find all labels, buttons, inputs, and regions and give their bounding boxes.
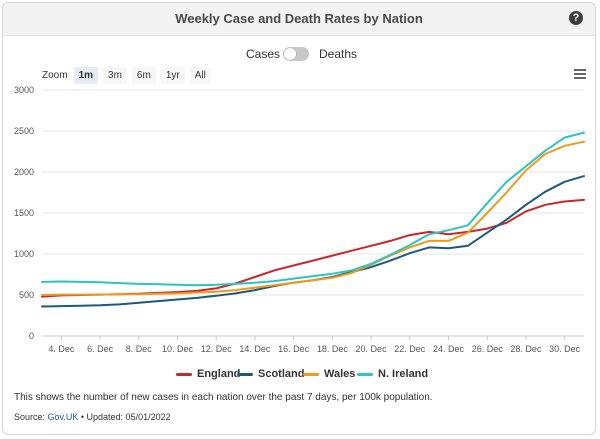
y-tick-label: 1000	[14, 249, 34, 259]
x-tick-label: 28. Dec	[510, 344, 542, 354]
zoom-controls: Zoom 1m 3m 6m 1yr All	[42, 66, 216, 84]
chart-legend: England Scotland Wales N. Ireland	[0, 368, 600, 384]
x-tick-label: 18. Dec	[317, 344, 349, 354]
y-tick-label: 2500	[14, 126, 34, 136]
zoom-1m-button[interactable]: 1m	[73, 66, 99, 84]
x-tick-label: 14. Dec	[239, 344, 271, 354]
x-tick-label: 26. Dec	[472, 344, 504, 354]
legend-swatch-england	[176, 372, 192, 376]
x-tick-label: 20. Dec	[356, 344, 388, 354]
hamburger-menu-icon[interactable]	[574, 69, 586, 79]
x-tick-label: 22. Dec	[394, 344, 426, 354]
chart-card: Weekly Case and Death Rates by Nation ?	[2, 2, 596, 435]
legend-item-wales[interactable]: Wales	[303, 368, 355, 380]
source-prefix: Source:	[14, 412, 48, 422]
legend-item-england[interactable]: England	[176, 368, 240, 380]
y-tick-label: 0	[29, 331, 34, 341]
y-tick-label: 500	[19, 290, 34, 300]
x-tick-label: 30. Dec	[549, 344, 581, 354]
zoom-6m-button[interactable]: 6m	[131, 66, 156, 84]
x-tick-label: 6. Dec	[87, 344, 114, 354]
chart-title: Weekly Case and Death Rates by Nation	[175, 11, 423, 26]
zoom-3m-button[interactable]: 3m	[103, 66, 127, 84]
y-tick-label: 3000	[14, 85, 34, 95]
legend-label-england: England	[197, 368, 241, 380]
x-tick-label: 10. Dec	[162, 344, 194, 354]
series-line-n-ireland	[41, 131, 585, 287]
y-tick-label: 1500	[14, 208, 34, 218]
legend-swatch-n-ireland	[357, 372, 373, 376]
cases-label[interactable]: Cases	[246, 47, 281, 61]
legend-item-n-ireland[interactable]: N. Ireland	[357, 368, 428, 380]
zoom-label: Zoom	[42, 69, 68, 81]
source-link[interactable]: Gov.UK	[47, 412, 79, 422]
zoom-1yr-button[interactable]: 1yr	[160, 66, 185, 84]
switch-knob	[284, 48, 296, 60]
y-tick-label: 2000	[14, 167, 34, 177]
x-tick-label: 12. Dec	[201, 344, 233, 354]
legend-item-scotland[interactable]: Scotland	[237, 368, 304, 380]
cases-deaths-switch[interactable]	[283, 47, 309, 61]
x-tick-label: 4. Dec	[48, 344, 75, 354]
legend-swatch-wales	[303, 372, 319, 376]
x-tick-label: 24. Dec	[433, 344, 465, 354]
x-tick-label: 8. Dec	[126, 344, 153, 354]
legend-label-wales: Wales	[324, 368, 356, 380]
chart-description: This shows the number of new cases in ea…	[14, 392, 433, 403]
zoom-all-button[interactable]: All	[189, 66, 211, 84]
series-line-wales	[41, 140, 585, 296]
source-line: Source: Gov.UK • Updated: 05/01/2022	[14, 412, 171, 422]
legend-swatch-scotland	[237, 372, 253, 376]
deaths-label[interactable]: Deaths	[319, 47, 358, 61]
x-tick-label: 16. Dec	[278, 344, 310, 354]
legend-label-n-ireland: N. Ireland	[378, 368, 429, 380]
card-header: Weekly Case and Death Rates by Nation ?	[3, 3, 595, 36]
source-bullet: •	[78, 412, 87, 422]
metric-toggle: Cases Deaths	[0, 45, 600, 65]
series-line-england	[41, 198, 585, 298]
help-icon[interactable]: ?	[569, 11, 583, 25]
legend-label-scotland: Scotland	[258, 368, 305, 380]
updated-date: Updated: 05/01/2022	[86, 412, 171, 422]
